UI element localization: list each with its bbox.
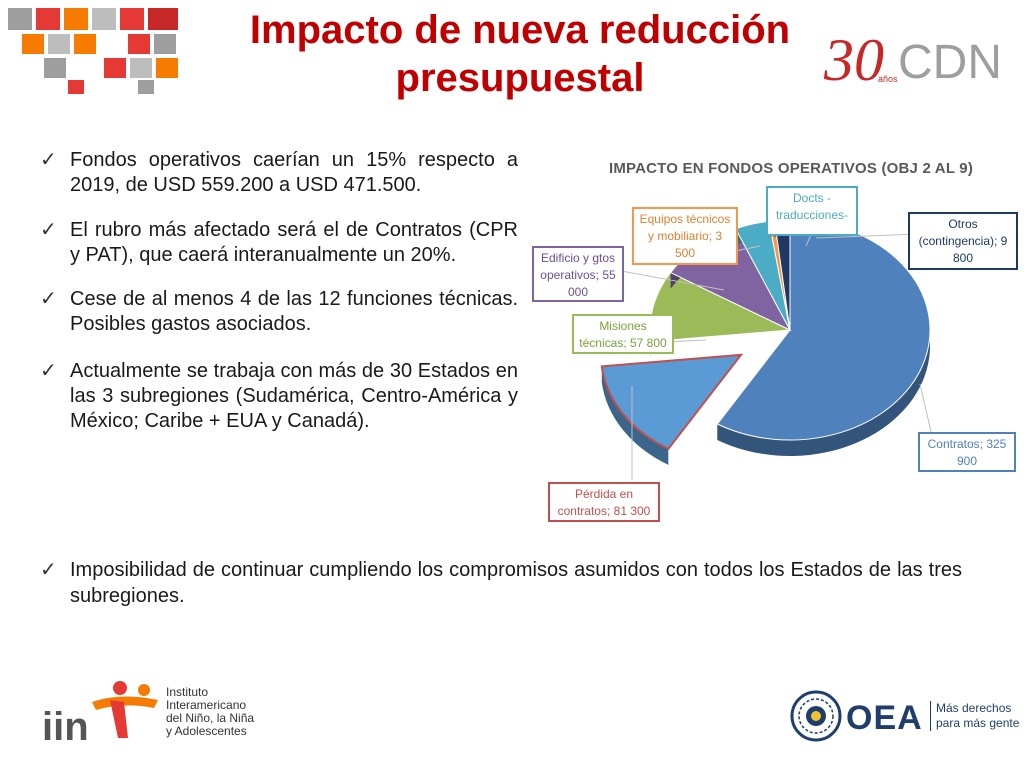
slice-label-contratos: Contratos; 325 900 [918, 432, 1016, 472]
iin-word: iin [42, 705, 89, 744]
cdn-word: CDN [898, 36, 998, 88]
bullet-text: Actualmente se trabaja con más de 30 Est… [70, 360, 518, 432]
cdn-small: años [878, 74, 898, 84]
bullet-item: ✓ Actualmente se trabaja con más de 30 Es… [40, 359, 518, 434]
iin-logo: iin [42, 681, 158, 744]
iin-name-line: Instituto [166, 685, 209, 699]
cdn-number: 30 [823, 27, 884, 88]
oea-seal-icon [790, 690, 842, 742]
check-icon: ✓ [40, 360, 57, 382]
iin-name-line: Interamericano [166, 698, 247, 712]
bullet-item-wide: ✓ Imposibilidad de continuar cumpliendo … [40, 557, 962, 609]
check-icon: ✓ [40, 288, 57, 310]
title-line-1: Impacto de nueva reducción [249, 8, 791, 52]
bullet-text: El rubro más afectado será el de Contrat… [70, 219, 518, 266]
iin-name-line: del Niño, la Niña [166, 711, 255, 725]
bullet-text: Imposibilidad de continuar cumpliendo lo… [70, 559, 962, 607]
slice-label-perdida: Pérdida en contratos; 81 300 [548, 482, 660, 522]
title-line-2: presupuestal [395, 56, 645, 100]
iin-pixel-logo [8, 8, 178, 94]
chart-title: IMPACTO EN FONDOS OPERATIVOS (OBJ 2 AL 9… [608, 160, 974, 177]
slice-label-docts: Docts - traducciones- [766, 186, 858, 236]
iin-name: Instituto Interamericano del Niño, la Ni… [166, 686, 254, 738]
slice-label-equipos: Equipos técnicos y mobiliario; 3 500 [632, 207, 738, 265]
check-icon: ✓ [40, 149, 57, 171]
pie-slice [600, 353, 744, 465]
bullet-text: Cese de al menos 4 de las 12 funciones t… [70, 288, 518, 335]
iin-name-line: y Adolescentes [166, 724, 247, 738]
pie-slice-top [600, 353, 744, 451]
bullet-list: ✓ Fondos operativos caerían un 15% respec… [40, 148, 518, 452]
slice-label-otros: Otros (contingencia); 9 800 [908, 212, 1018, 270]
slice-label-edificio: Edificio y gtos operativos; 55 000 [532, 246, 624, 302]
bullet-item: ✓ Fondos operativos caerían un 15% respec… [40, 148, 518, 198]
pie-slice [716, 219, 931, 456]
leader-line [919, 383, 933, 437]
bullet-text: Fondos operativos caerían un 15% respect… [70, 149, 518, 196]
oea-tagline: Más derechos para más gente [930, 701, 1019, 731]
bullet-item: ✓ El rubro más afectado será el de Contra… [40, 218, 518, 268]
check-icon: ✓ [40, 219, 57, 241]
leader-line [615, 269, 725, 291]
slice-label-misiones: Misiones técnicas; 57 800 [572, 314, 674, 354]
oea-tagline-line: Más derechos [936, 701, 1012, 715]
check-icon: ✓ [40, 559, 57, 581]
oea-word: OEA [846, 699, 923, 737]
cdn-30-years-logo: 30 años CDN [823, 27, 998, 88]
bullet-item: ✓ Cese de al menos 4 de las 12 funciones … [40, 287, 518, 337]
page-title: Impacto de nueva reducción presupuestal [200, 6, 840, 102]
oea-tagline-line: para más gente [936, 716, 1020, 730]
pie-slice-top [716, 219, 931, 441]
